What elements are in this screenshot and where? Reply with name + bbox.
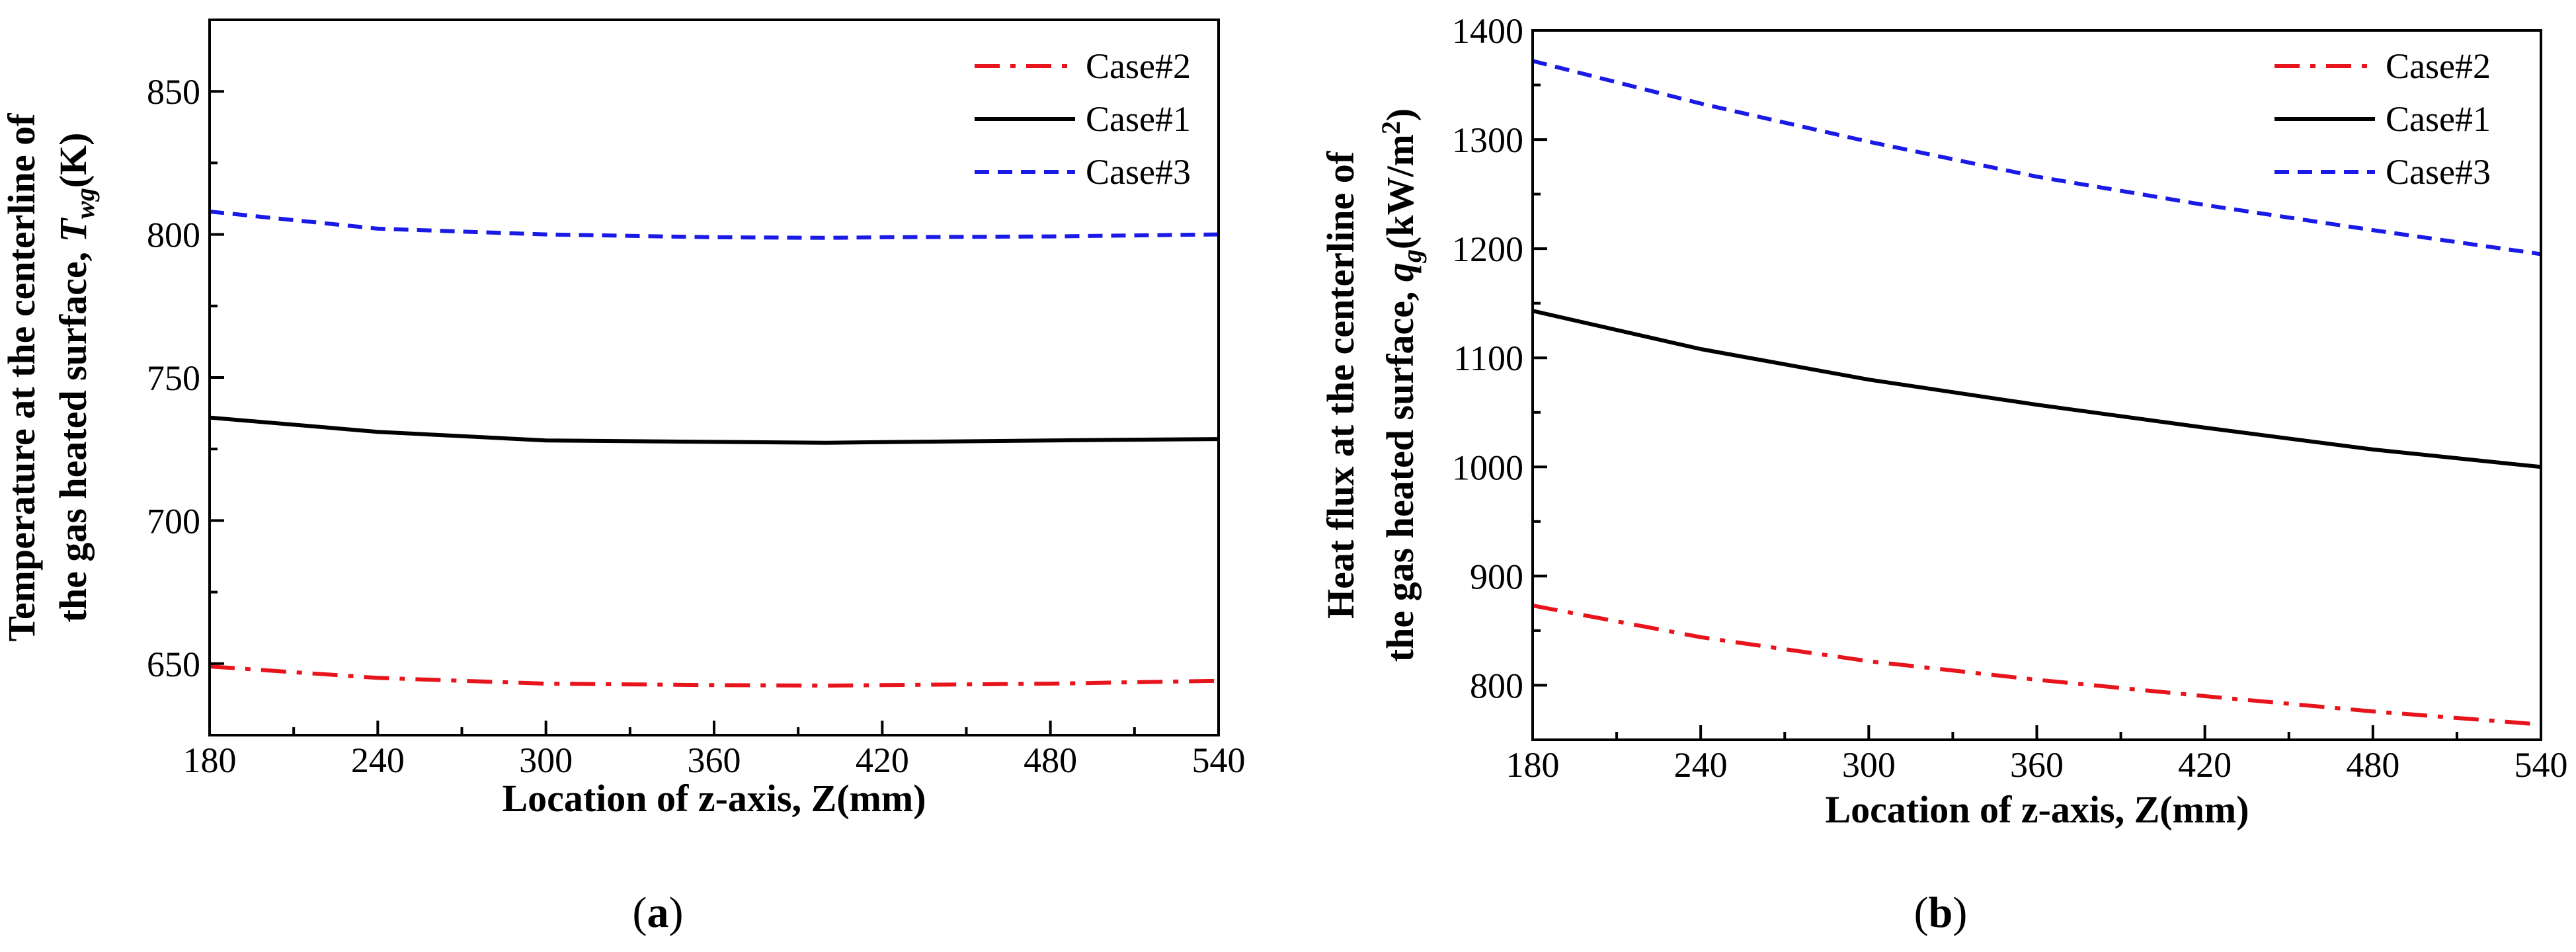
y-tick-label: 650 bbox=[147, 645, 200, 684]
x-tick-label: 540 bbox=[1192, 740, 1246, 780]
x-tick-label: 180 bbox=[183, 740, 237, 780]
y-axis-title-line1: Temperature at the centerline of bbox=[0, 113, 43, 642]
series-line-Case3 bbox=[1533, 59, 2541, 257]
series-line-Case2 bbox=[1533, 604, 2541, 727]
x-tick-label: 360 bbox=[688, 740, 741, 780]
y-axis-title-line2: the gas heated surface, qg(kW/m2) bbox=[1376, 108, 1427, 662]
x-tick-label: 540 bbox=[2515, 745, 2568, 785]
plot-frame bbox=[208, 19, 1220, 736]
y-tick-label: 1400 bbox=[1452, 11, 1523, 51]
series-lines bbox=[1533, 59, 2541, 727]
y-tick-label: 900 bbox=[1470, 557, 1523, 596]
x-tick-label: 240 bbox=[1674, 745, 1728, 785]
legend-label: Case#1 bbox=[1086, 99, 1191, 139]
series-line-Case1 bbox=[1533, 309, 2541, 469]
series-lines bbox=[210, 210, 1219, 688]
y-tick-label: 700 bbox=[147, 501, 200, 541]
y-tick-label: 1000 bbox=[1452, 448, 1523, 487]
x-tick-label: 420 bbox=[856, 740, 909, 780]
x-tick-label: 180 bbox=[1506, 745, 1560, 785]
x-tick-label: 300 bbox=[519, 740, 573, 780]
x-axis-title: Location of z-axis, Z(mm) bbox=[1825, 788, 2249, 831]
legend-label: Case#1 bbox=[2386, 99, 2491, 139]
x-tick-label: 360 bbox=[2010, 745, 2064, 785]
legend-label: Case#3 bbox=[1086, 152, 1191, 192]
panel-label: (b) bbox=[1914, 889, 1968, 937]
series-line-Case2 bbox=[210, 664, 1219, 688]
legend-label: Case#2 bbox=[2386, 46, 2491, 86]
panel-label: (a) bbox=[633, 889, 684, 937]
y-tick-label: 850 bbox=[147, 72, 200, 112]
y-tick-label: 1200 bbox=[1452, 229, 1523, 269]
x-tick-label: 300 bbox=[1842, 745, 1896, 785]
y-tick-label: 1100 bbox=[1453, 338, 1523, 378]
y-tick-label: 800 bbox=[1470, 666, 1523, 705]
x-tick-label: 480 bbox=[2346, 745, 2399, 785]
legend-label: Case#3 bbox=[2386, 152, 2491, 192]
x-tick-label: 480 bbox=[1024, 740, 1077, 780]
y-axis-title-line2: the gas heated surface, Twg(K) bbox=[52, 133, 100, 623]
y-tick-label: 750 bbox=[147, 358, 200, 398]
chart-panel-b: 180 240 300 360 420 480 540 800 900 1000 1100 1200 1… bbox=[1319, 11, 2568, 937]
y-tick-label: 800 bbox=[147, 216, 200, 255]
series-line-Case1 bbox=[210, 415, 1219, 445]
y-tick-label: 1300 bbox=[1452, 120, 1523, 160]
x-tick-label: 420 bbox=[2178, 745, 2232, 785]
series-line-Case3 bbox=[210, 210, 1219, 240]
x-axis-title: Location of z-axis, Z(mm) bbox=[502, 777, 926, 820]
chart-panel-a: 180 240 300 360 420 480 540 650 700 750 800 850 Loca… bbox=[0, 19, 1246, 937]
y-axis-title-line1: Heat flux at the centerline of bbox=[1319, 151, 1362, 619]
x-tick-label: 240 bbox=[351, 740, 405, 780]
legend-label: Case#2 bbox=[1086, 46, 1191, 86]
